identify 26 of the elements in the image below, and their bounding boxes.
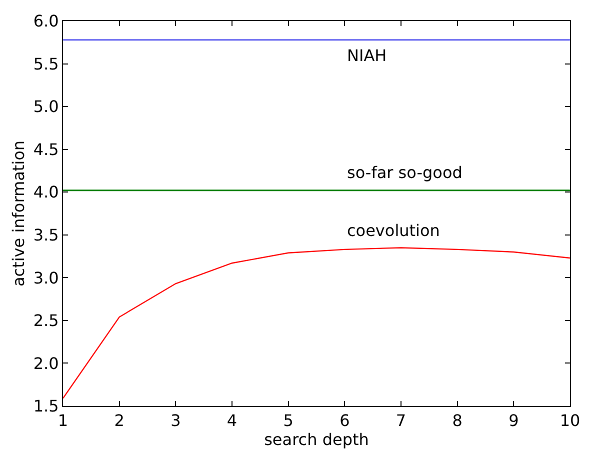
y-tick-label: 6.0 xyxy=(33,12,59,31)
y-tick-label: 2.5 xyxy=(33,311,59,330)
x-tick-label: 4 xyxy=(226,411,238,430)
y-tick-label: 4.0 xyxy=(33,182,59,202)
ref-line-label: so-far so-good xyxy=(347,163,462,182)
x-tick-label: 1 xyxy=(58,411,68,430)
x-tick-label: 9 xyxy=(508,411,519,430)
line-series xyxy=(63,247,570,399)
y-tick-label: 3.0 xyxy=(33,268,59,288)
y-tick-label: 3.5 xyxy=(33,225,59,244)
x-tick-label: 3 xyxy=(170,411,181,430)
x-tick-label: 2 xyxy=(114,411,124,430)
y-tick-label: 2.0 xyxy=(33,354,59,373)
x-axis-title: search depth xyxy=(264,430,369,450)
y-tick-label: 5.0 xyxy=(33,97,59,116)
y-axis-title: active information xyxy=(9,140,28,287)
y-tick-label: 1.5 xyxy=(33,396,59,416)
x-tick-label: 6 xyxy=(340,411,350,430)
x-tick-label: 10 xyxy=(560,411,580,430)
x-tick-label: 8 xyxy=(452,411,462,430)
series-label: coevolution xyxy=(347,221,440,240)
y-tick-label: 4.5 xyxy=(33,140,59,159)
y-tick-label: 5.5 xyxy=(33,54,59,74)
x-tick-label: 7 xyxy=(396,411,406,430)
ref-line-label: NIAH xyxy=(347,46,387,65)
x-tick-label: 5 xyxy=(283,411,294,430)
